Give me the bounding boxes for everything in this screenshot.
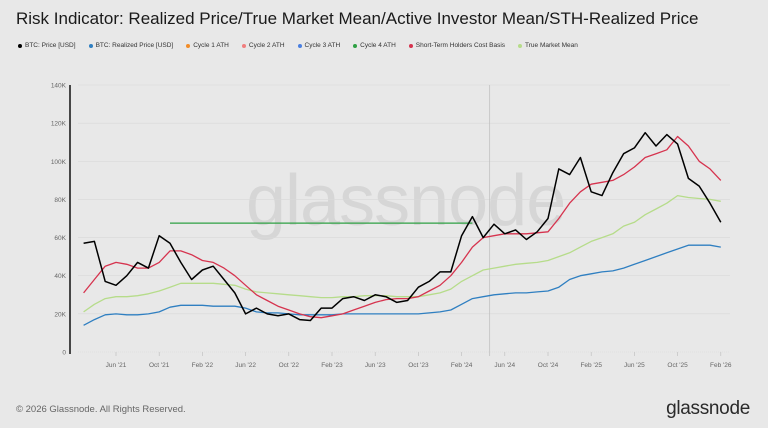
x-tick-label: Jun '25 <box>624 362 645 369</box>
x-tick-label: Oct '25 <box>667 362 688 369</box>
y-tick-label: 20K <box>54 311 66 318</box>
x-tick-label: Jun '24 <box>494 362 515 369</box>
x-tick-label: Oct '21 <box>149 362 170 369</box>
x-tick-label: Oct '24 <box>538 362 559 369</box>
legend-item[interactable]: True Market Mean <box>518 42 578 49</box>
x-tick-label: Feb '25 <box>580 362 602 369</box>
legend-label: Cycle 1 ATH <box>193 42 229 49</box>
series-line-short-term-holders-cost-basis <box>83 135 722 319</box>
legend-dot-icon <box>18 43 22 48</box>
legend-item[interactable]: BTC: Realized Price [USD] <box>88 42 174 49</box>
x-tick-label: Jun '23 <box>365 362 386 369</box>
y-tick-label: 60K <box>54 235 66 242</box>
series-line-btc-price-usd- <box>83 131 722 322</box>
legend-item[interactable]: Cycle 4 ATH <box>353 42 396 49</box>
y-tick-label: 120K <box>51 121 67 128</box>
copyright-footer: © 2026 Glassnode. All Rights Reserved. <box>16 404 186 415</box>
legend-dot-icon <box>518 43 523 48</box>
legend: BTC: Price [USD] BTC: Realized Price [USD… <box>18 42 578 49</box>
legend-item[interactable]: Short-Term Holders Cost Basis <box>408 42 506 49</box>
legend-label: BTC: Price [USD] <box>25 42 76 49</box>
x-tick-label: Feb '22 <box>192 362 214 369</box>
series-line-btc-realized-price-usd- <box>83 244 721 326</box>
x-tick-label: Oct '22 <box>279 362 300 369</box>
x-tick-label: Jun '22 <box>235 362 256 369</box>
legend-dot-icon <box>186 43 191 48</box>
series-line-true-market-mean <box>83 194 721 313</box>
legend-item[interactable]: Cycle 3 ATH <box>297 42 341 49</box>
legend-label: Cycle 2 ATH <box>248 42 285 49</box>
y-tick-label: 80K <box>54 197 66 204</box>
legend-label: Short-Term Holders Cost Basis <box>415 42 506 49</box>
legend-label: Cycle 4 ATH <box>360 42 396 49</box>
legend-dot-icon <box>353 43 358 48</box>
x-tick-label: Oct '23 <box>408 362 429 369</box>
chart-title: Risk Indicator: Realized Price/True Mark… <box>16 9 699 28</box>
legend-item[interactable]: Cycle 1 ATH <box>186 42 229 49</box>
legend-dot-icon <box>241 43 246 48</box>
watermark-logo: glassnode <box>246 161 566 241</box>
legend-dot-icon <box>88 43 93 48</box>
x-tick-label: Feb '26 <box>710 362 732 369</box>
y-tick-label: 40K <box>54 273 66 280</box>
x-tick-label: Feb '24 <box>451 362 473 369</box>
legend-dot-icon <box>297 43 302 48</box>
y-tick-label: 140K <box>51 83 67 90</box>
x-tick-label: Feb '23 <box>321 362 343 369</box>
legend-dot-icon <box>408 43 413 48</box>
y-tick-label: 100K <box>51 159 67 166</box>
y-tick-label: 0 <box>62 350 66 357</box>
legend-item[interactable]: BTC: Price [USD] <box>18 42 76 49</box>
brand-logo: glassnode <box>666 398 750 419</box>
legend-label: Cycle 3 ATH <box>304 42 341 49</box>
legend-label: True Market Mean <box>525 42 578 49</box>
legend-item[interactable]: Cycle 2 ATH <box>241 42 285 49</box>
legend-label: BTC: Realized Price [USD] <box>95 42 174 49</box>
x-tick-label: Jun '21 <box>106 362 127 369</box>
